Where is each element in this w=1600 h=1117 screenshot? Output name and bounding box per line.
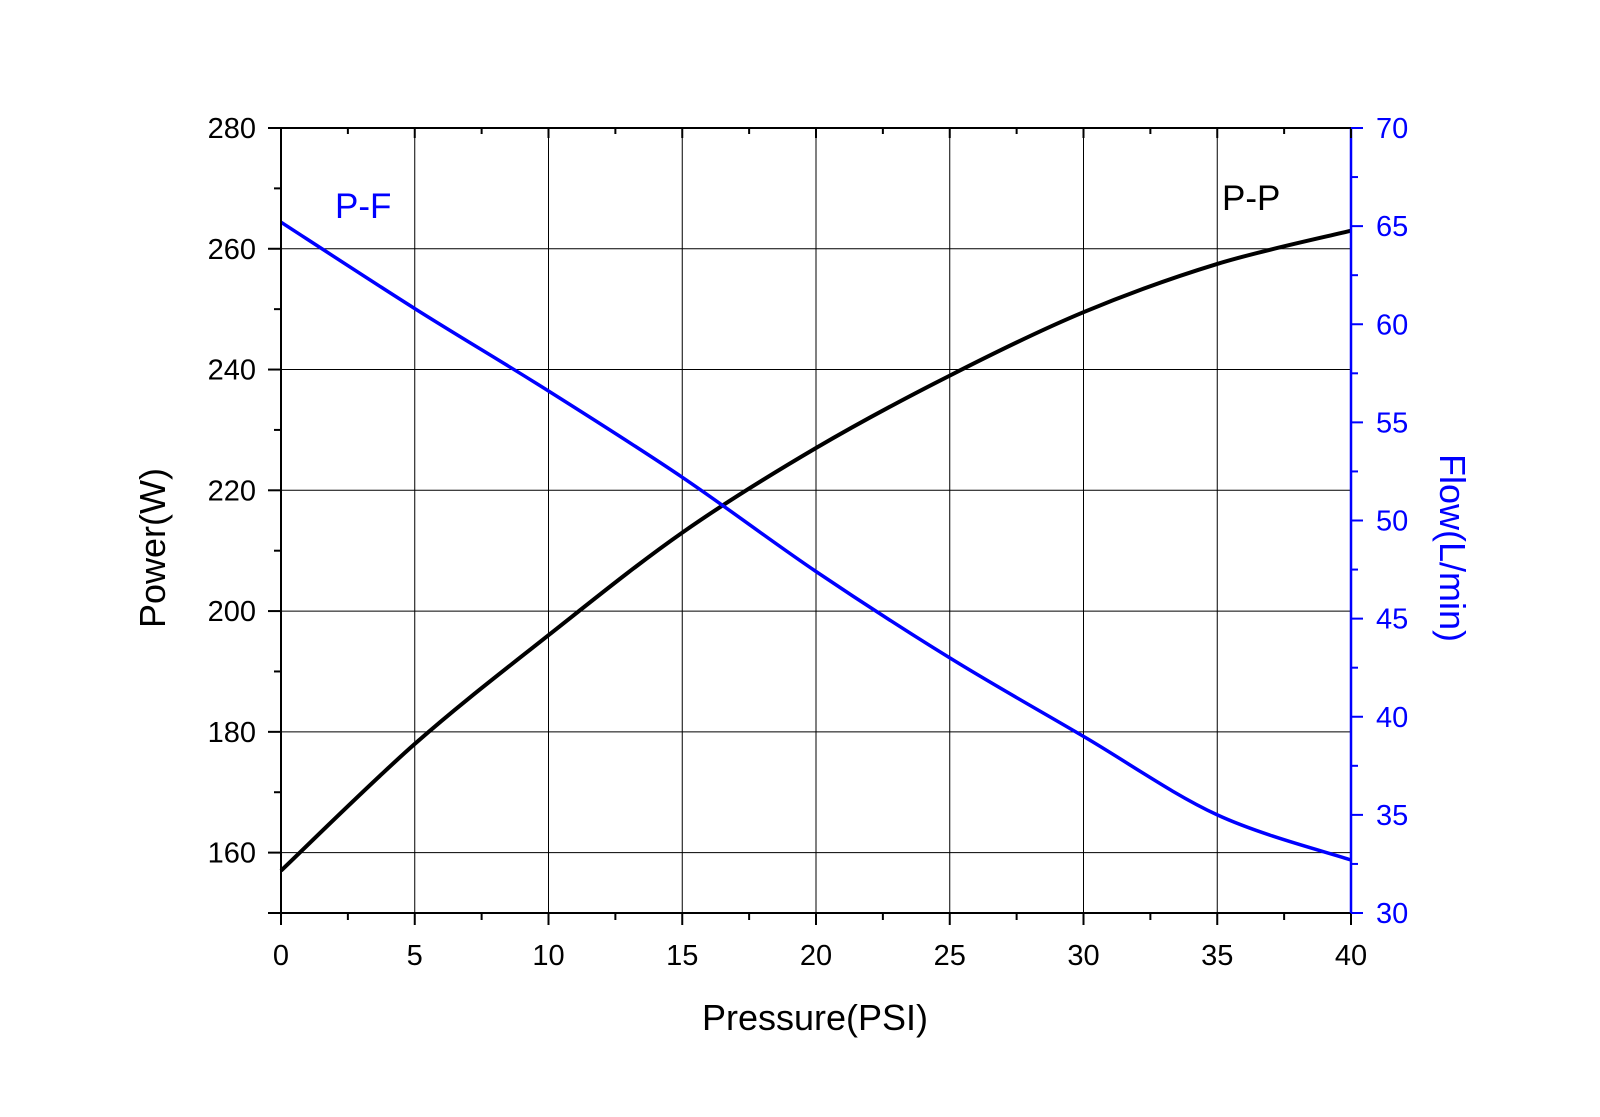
tick-marks	[268, 127, 1363, 925]
x-axis-title: Pressure(PSI)	[702, 997, 928, 1038]
series-lines	[279, 220, 1352, 873]
y-left-tick-label: 200	[208, 596, 256, 628]
x-tick-label: 20	[800, 940, 832, 972]
y-left-tick-label: 220	[208, 475, 256, 507]
x-tick-label: 25	[934, 940, 966, 972]
y-left-tick-label: 240	[208, 355, 256, 387]
x-tick-label: 10	[532, 940, 564, 972]
series-label-p-f: P-F	[335, 187, 391, 226]
grid-lines	[281, 128, 1351, 913]
x-tick-label: 40	[1335, 940, 1367, 972]
y-right-tick-label: 30	[1376, 898, 1408, 930]
y-right-tick-label: 40	[1376, 702, 1408, 734]
y-left-tick-label: 180	[208, 717, 256, 749]
y-left-tick-label: 280	[208, 113, 256, 145]
x-tick-label: 0	[273, 940, 289, 972]
y-axis-left-title: Power(W)	[132, 468, 173, 628]
x-tick-label: 35	[1201, 940, 1233, 972]
y-right-tick-label: 65	[1376, 211, 1408, 243]
y-left-tick-label: 160	[208, 838, 256, 870]
x-tick-label: 15	[666, 940, 698, 972]
series-line-p-f	[280, 220, 1352, 862]
y-axis-right-title: Flow(L/min)	[1432, 454, 1473, 642]
y-right-tick-label: 50	[1376, 506, 1408, 538]
y-right-tick-label: 70	[1376, 113, 1408, 145]
y-right-tick-label: 60	[1376, 309, 1408, 341]
series-label-p-p: P-P	[1222, 179, 1280, 218]
y-right-tick-label: 45	[1376, 604, 1408, 636]
y-right-tick-label: 35	[1376, 800, 1408, 832]
x-tick-label: 5	[407, 940, 423, 972]
series-line-p-p	[279, 228, 1352, 873]
y-right-tick-label: 55	[1376, 407, 1408, 439]
tick-labels: 0 5 10 15 20 25 30 35 40 160 180 200 220 240 260 280 30 3…	[208, 113, 1409, 972]
y-left-tick-label: 260	[208, 234, 256, 266]
x-tick-label: 30	[1067, 940, 1099, 972]
